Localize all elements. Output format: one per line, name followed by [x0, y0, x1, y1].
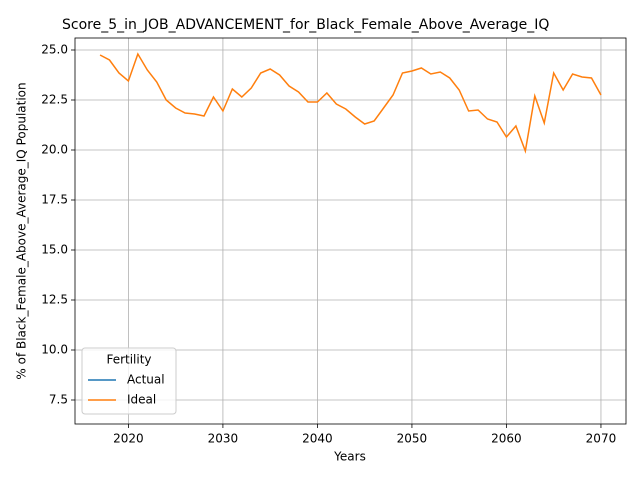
- legend-box: [81, 347, 177, 415]
- y-tick-label: 7.5: [49, 393, 68, 407]
- x-axis-label: Years: [333, 450, 366, 464]
- x-tick-label: 2030: [208, 432, 239, 446]
- y-tick-label: 15.0: [41, 243, 68, 257]
- y-tick-label: 20.0: [41, 143, 68, 157]
- chart-title: Score_5_in_JOB_ADVANCEMENT_for_Black_Fem…: [62, 17, 549, 33]
- x-tick-label: 2060: [491, 432, 522, 446]
- plot-frame: [74, 37, 627, 425]
- x-tick-label: 2020: [113, 432, 144, 446]
- y-tick-label: 17.5: [41, 193, 68, 207]
- y-tick-label: 12.5: [41, 293, 68, 307]
- y-tick-label: 22.5: [41, 93, 68, 107]
- legend-title: Fertility: [106, 353, 151, 367]
- legend-label: Actual: [127, 373, 165, 387]
- legend-label: Ideal: [127, 393, 156, 407]
- x-tick-label: 2070: [586, 432, 617, 446]
- y-tick-label: 10.0: [41, 343, 68, 357]
- x-tick-label: 2050: [397, 432, 428, 446]
- x-tick-label: 2040: [302, 432, 333, 446]
- y-tick-label: 25.0: [41, 43, 68, 57]
- data-line: [99, 52, 602, 154]
- y-axis-label: % of Black_Female_Above_Average_IQ Popul…: [15, 82, 29, 379]
